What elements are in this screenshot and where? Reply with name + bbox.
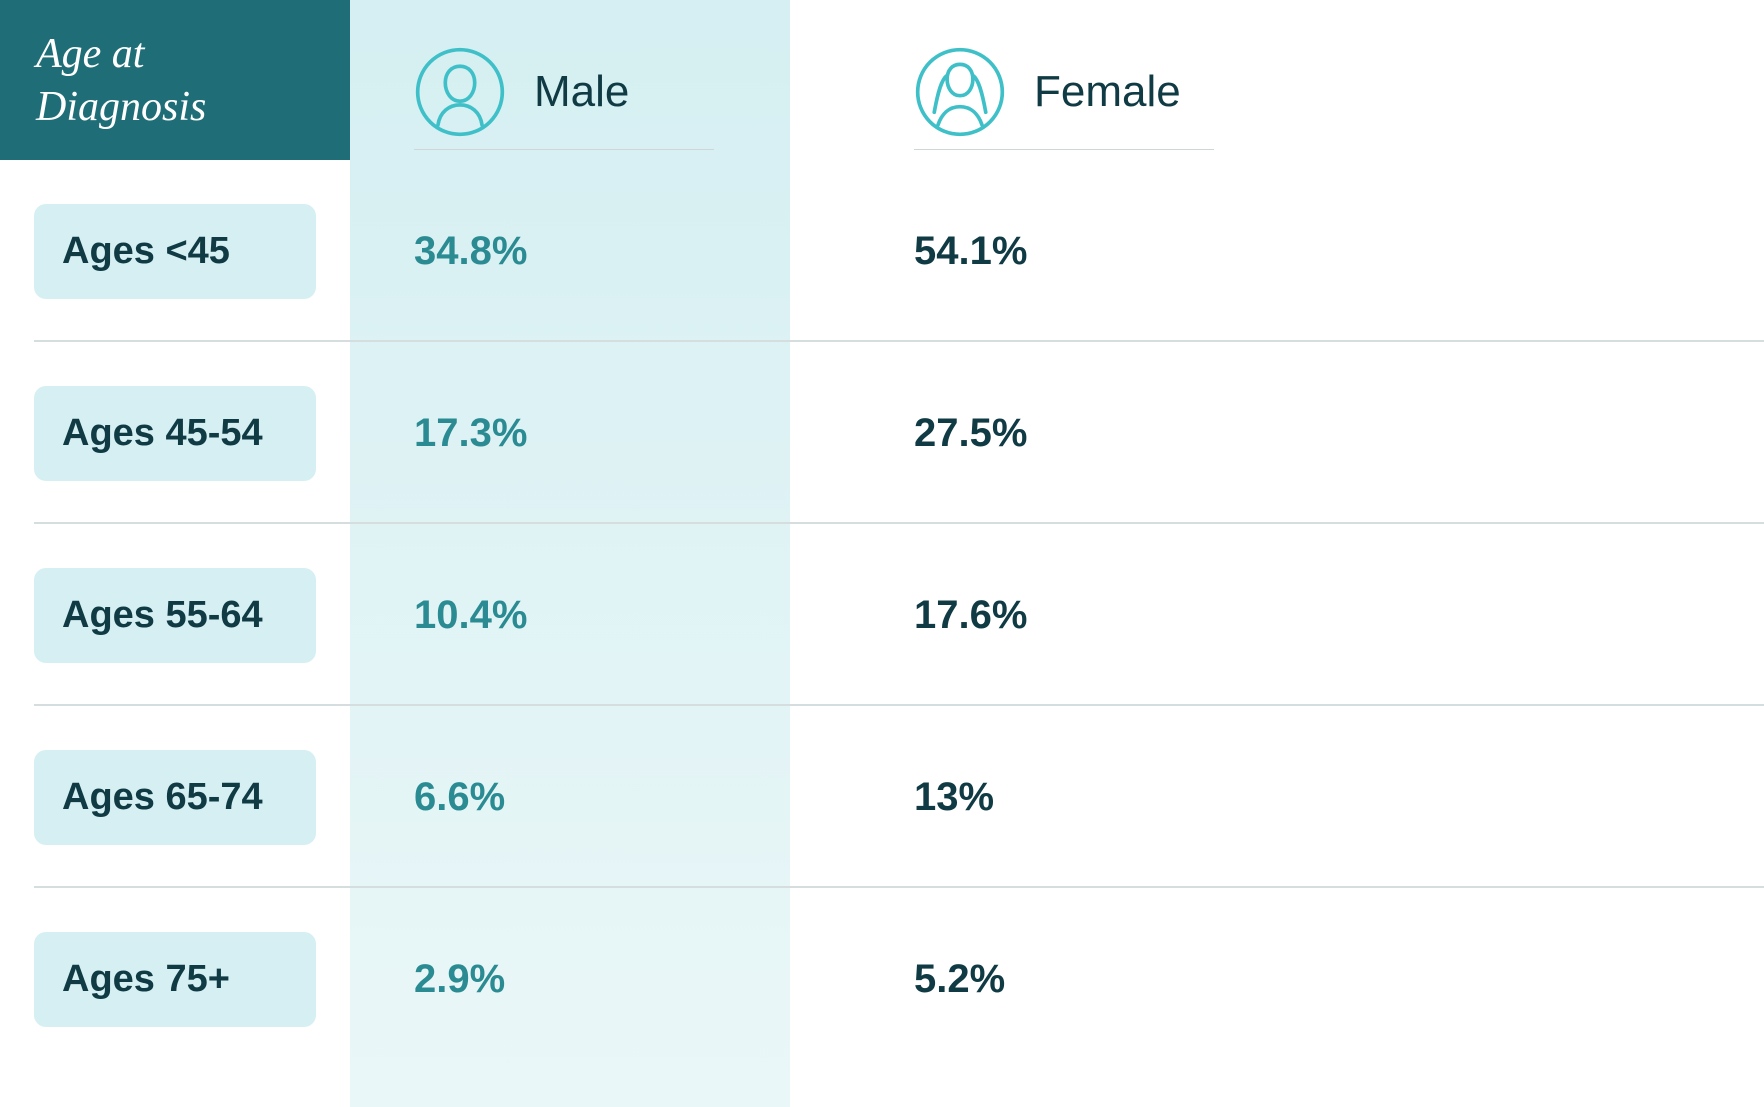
table-body: Ages <4534.8%54.1%Ages 45-5417.3%27.5%Ag… bbox=[0, 160, 1764, 1070]
male-value: 34.8% bbox=[350, 229, 790, 274]
male-header-cell: Male bbox=[350, 0, 790, 160]
table-row: Ages <45 34.8%54.1% bbox=[0, 160, 1764, 342]
male-value: 17.3% bbox=[350, 411, 790, 456]
table-row: Ages 55-64 10.4%17.6% bbox=[0, 524, 1764, 706]
age-cell: Ages 65-74 bbox=[0, 750, 350, 845]
table-row: Ages 75+ 2.9%5.2% bbox=[0, 888, 1764, 1070]
table-row: Ages 45-54 17.3%27.5% bbox=[0, 342, 1764, 524]
female-header-label: Female bbox=[1034, 67, 1181, 117]
male-header-label: Male bbox=[534, 67, 629, 117]
age-cell: Ages <45 bbox=[0, 204, 350, 299]
age-pill: Ages 65-74 bbox=[34, 750, 316, 845]
male-value: 10.4% bbox=[350, 593, 790, 638]
female-header-underline bbox=[914, 149, 1214, 150]
table-row: Ages 65-74 6.6%13% bbox=[0, 706, 1764, 888]
female-header-cell: Female bbox=[790, 0, 1764, 160]
male-value: 2.9% bbox=[350, 957, 790, 1002]
female-value: 27.5% bbox=[790, 411, 1764, 456]
age-pill: Ages 55-64 bbox=[34, 568, 316, 663]
female-value: 13% bbox=[790, 775, 1764, 820]
female-value: 5.2% bbox=[790, 957, 1764, 1002]
male-icon bbox=[414, 46, 506, 138]
female-value: 54.1% bbox=[790, 229, 1764, 274]
age-header-text: Age at Diagnosis bbox=[36, 31, 206, 130]
age-cell: Ages 45-54 bbox=[0, 386, 350, 481]
male-value: 6.6% bbox=[350, 775, 790, 820]
female-icon bbox=[914, 46, 1006, 138]
age-cell: Ages 55-64 bbox=[0, 568, 350, 663]
age-pill: Ages 45-54 bbox=[34, 386, 316, 481]
male-header-underline bbox=[414, 149, 714, 150]
age-pill: Ages 75+ bbox=[34, 932, 316, 1027]
table-header-row: Age at Diagnosis Male Female bbox=[0, 0, 1764, 160]
age-cell: Ages 75+ bbox=[0, 932, 350, 1027]
age-pill: Ages <45 bbox=[34, 204, 316, 299]
age-diagnosis-table: Age at Diagnosis Male Female bbox=[0, 0, 1764, 1107]
age-header-cell: Age at Diagnosis bbox=[0, 0, 350, 160]
female-value: 17.6% bbox=[790, 593, 1764, 638]
